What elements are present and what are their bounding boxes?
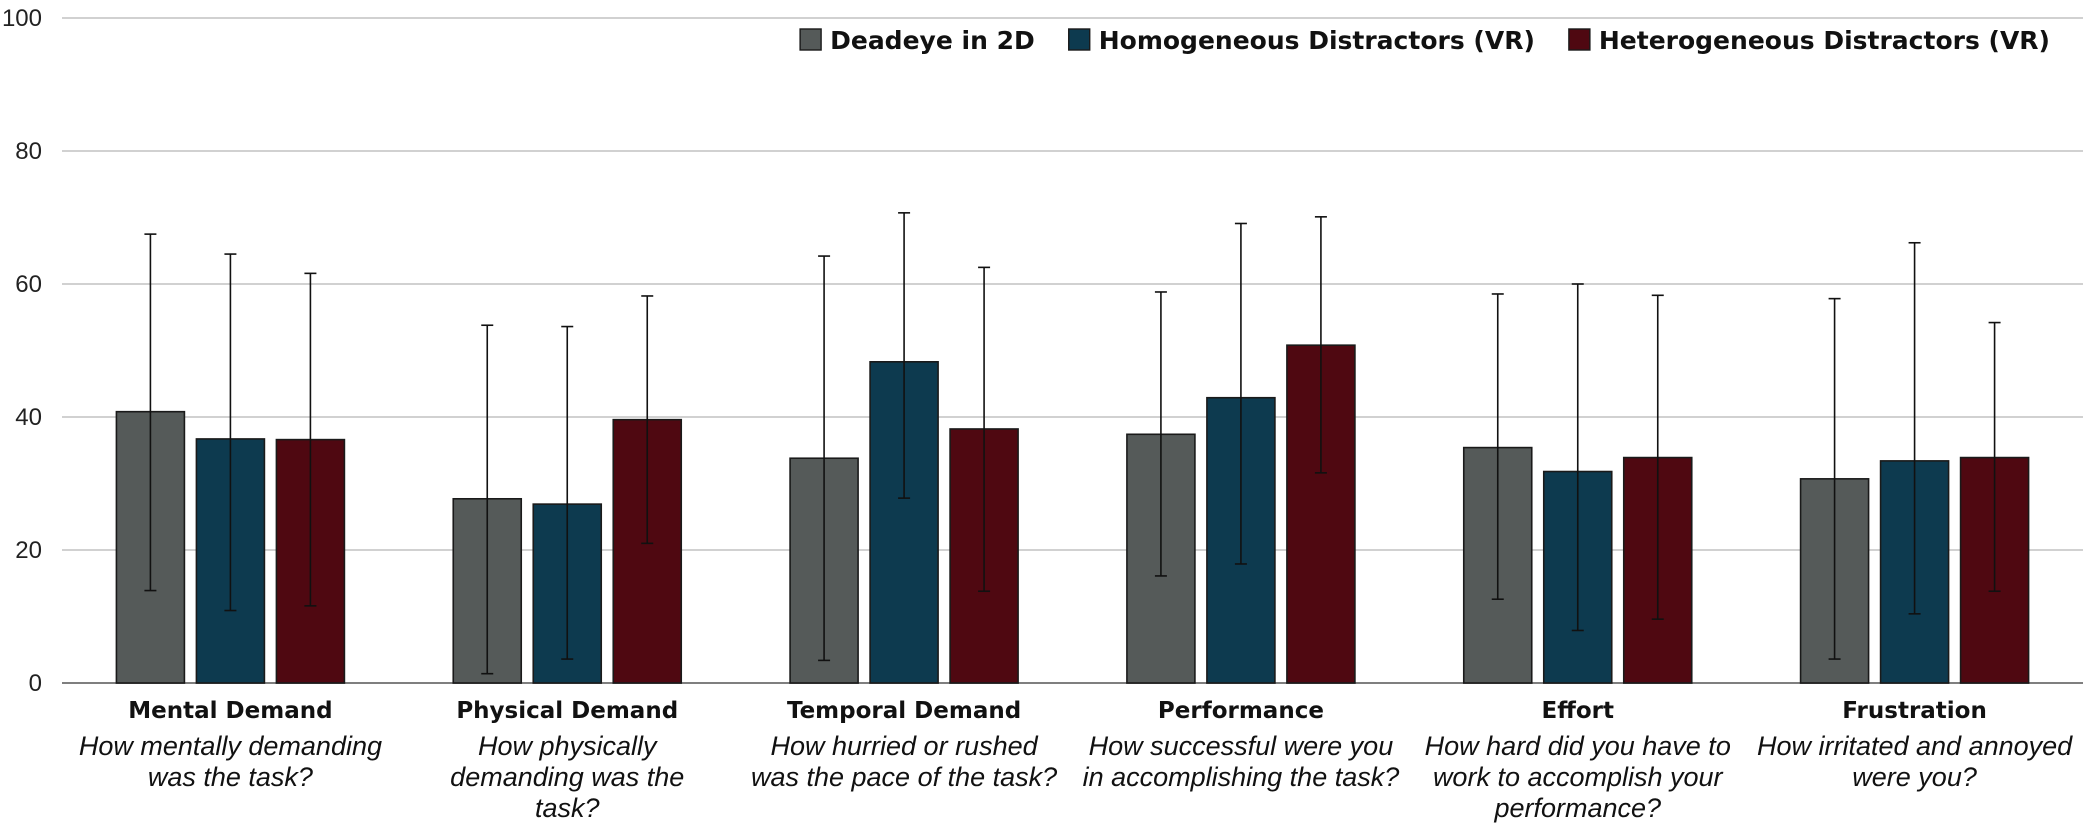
category-label: Physical Demand	[456, 698, 678, 724]
category-label: Effort	[1542, 698, 1614, 724]
category-question: How irritated and annoyed	[1757, 731, 2073, 761]
legend-swatch	[1068, 28, 1091, 51]
category-label: Performance	[1158, 698, 1324, 724]
category-question: How hard did you have to	[1425, 731, 1731, 761]
category-question: work to accomplish your	[1433, 762, 1724, 792]
legend-label: Heterogeneous Distractors (VR)	[1599, 26, 2050, 55]
y-tick-label: 80	[15, 138, 42, 165]
legend-swatch	[1568, 28, 1591, 51]
y-tick-label: 100	[2, 5, 42, 32]
y-tick-label: 40	[15, 404, 42, 431]
category-question: performance?	[1493, 793, 1661, 823]
category-question: demanding was the	[450, 762, 684, 792]
category-question: were you?	[1852, 762, 1977, 792]
legend-label: Deadeye in 2D	[830, 26, 1035, 55]
category-label: Frustration	[1842, 698, 1987, 724]
category-question: How successful were you	[1089, 731, 1394, 761]
y-tick-label: 60	[15, 271, 42, 298]
category-question: in accomplishing the task?	[1083, 762, 1400, 792]
category-question: How hurried or rushed	[771, 731, 1039, 761]
category-question: task?	[535, 793, 600, 823]
y-tick-label: 0	[29, 670, 42, 697]
category-question: How physically	[478, 731, 658, 761]
category-question: was the pace of the task?	[751, 762, 1057, 792]
legend-swatch	[799, 28, 822, 51]
category-label: Mental Demand	[128, 698, 332, 724]
legend-label: Homogeneous Distractors (VR)	[1099, 26, 1535, 55]
y-tick-label: 20	[15, 537, 42, 564]
category-label: Temporal Demand	[787, 698, 1021, 724]
category-question: How mentally demanding	[79, 731, 382, 761]
category-question: was the task?	[148, 762, 313, 792]
